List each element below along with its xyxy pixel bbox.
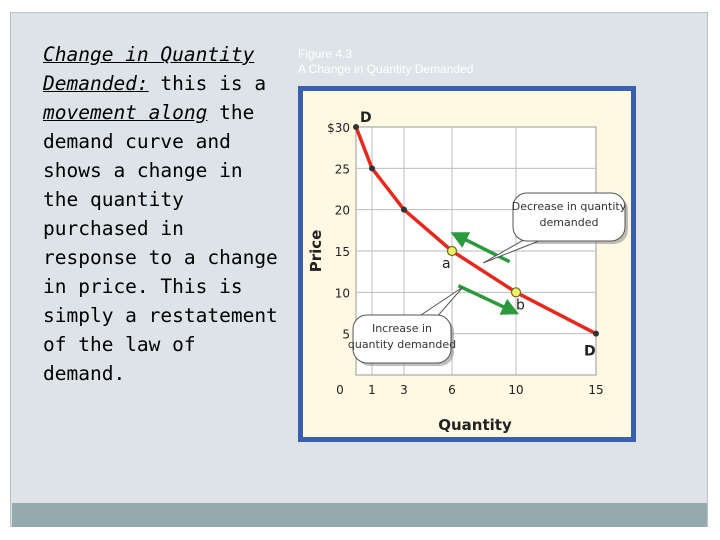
y-tick-label: 25 <box>335 162 350 176</box>
y-tick-label: 15 <box>335 245 350 259</box>
bottom-bar <box>12 503 707 527</box>
point-label-b: b <box>516 297 525 313</box>
x-tick-label: 0 <box>336 383 344 397</box>
x-axis-title: Quantity <box>438 416 512 434</box>
demand-curve <box>354 126 597 336</box>
curve-point <box>369 165 375 172</box>
y-tick-label: $30 <box>327 121 350 135</box>
curve-point <box>401 206 407 213</box>
x-tick-label: 15 <box>588 383 603 397</box>
chart-panel: Decrease in quantity demanded Increase in q… <box>303 91 631 437</box>
curve-point <box>353 124 359 130</box>
chart-frame: Decrease in quantity demanded Increase in q… <box>298 86 636 442</box>
y-tick-label: 5 <box>342 328 350 342</box>
heading-term: Change in Quantity Demanded: <box>43 43 255 95</box>
emphasis-term: movement along <box>43 101 208 124</box>
point-b <box>510 287 522 298</box>
callout-line-1: Increase in <box>372 322 432 335</box>
y-tick-label: 20 <box>335 204 350 218</box>
curve-label-end: D <box>584 344 596 360</box>
figure-title: A Change in Quantity Demanded <box>298 62 474 76</box>
callout-line-2: quantity demanded <box>348 338 456 351</box>
x-tick-label: 1 <box>368 383 376 397</box>
callout-line-1: Decrease in quantity <box>512 200 627 213</box>
point-a <box>446 245 458 257</box>
sentence-rest: the demand curve and shows a change in t… <box>43 101 278 385</box>
y-tick-label: 10 <box>335 286 350 300</box>
point-label-a: a <box>442 256 451 272</box>
callout-line-2: demanded <box>540 216 599 229</box>
curve-label-start: D <box>360 110 372 126</box>
figure-caption: Figure 4.3 A Change in Quantity Demanded <box>298 47 473 77</box>
curve-point <box>593 330 599 337</box>
callout-box <box>512 192 626 242</box>
x-tick-label: 10 <box>508 383 523 397</box>
y-axis-title: Price <box>307 230 325 273</box>
callout-increase: Increase in quantity demanded <box>348 286 464 366</box>
arrow-increase <box>457 284 520 315</box>
sentence-intro: this is a <box>160 72 267 95</box>
demand-chart: Decrease in quantity demanded Increase in q… <box>307 110 628 434</box>
explanation-text: Change in Quantity Demanded: this is a m… <box>43 40 283 388</box>
callout-box <box>352 314 452 364</box>
figure-number: Figure 4.3 <box>298 47 353 61</box>
x-tick-label: 3 <box>400 383 408 397</box>
callout-decrease: Decrease in quantity demanded <box>482 192 628 264</box>
x-tick-label: 6 <box>448 383 456 397</box>
arrow-decrease <box>450 232 511 264</box>
